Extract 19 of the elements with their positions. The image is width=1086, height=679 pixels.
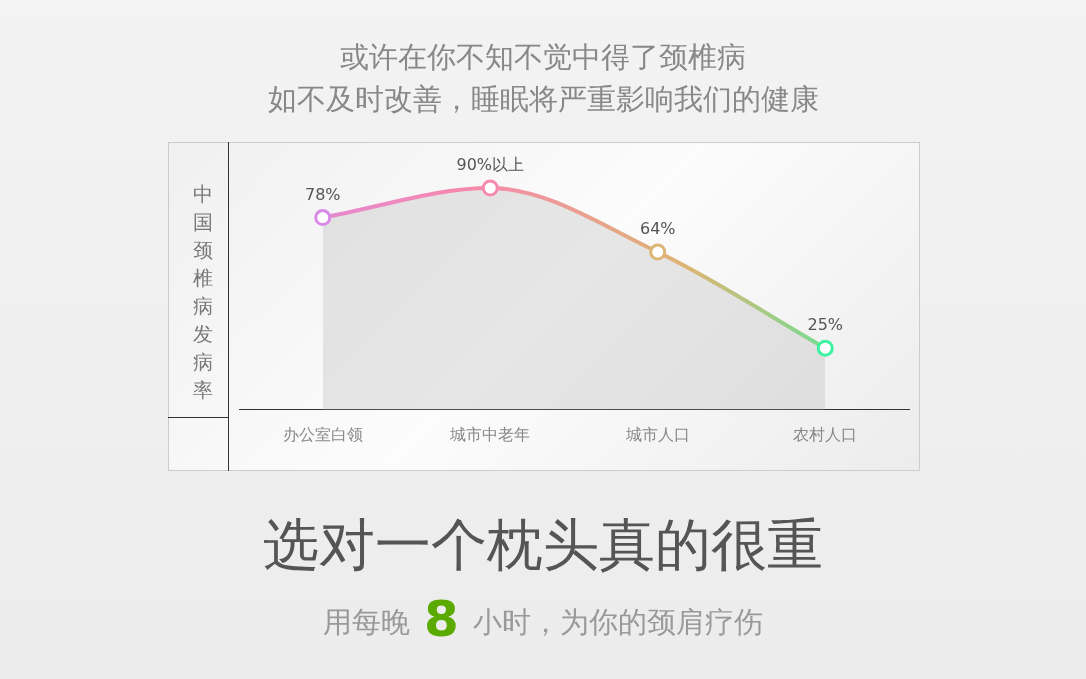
chart-title: 或许在你不知不觉中得了颈椎病 <box>339 39 747 76</box>
data-label: 64% <box>639 219 676 239</box>
y-axis-title: 中国颈椎病发病率 <box>192 181 214 404</box>
x-tick-label: 农村人口 <box>793 424 858 444</box>
text: 8 <box>424 590 459 648</box>
text: 选对一个枕头真的很重 <box>262 511 824 579</box>
point <box>816 339 834 357</box>
text: 用每晚 <box>323 605 411 639</box>
x-tick-label: 城市中老年 <box>449 424 531 444</box>
data-label: 25% <box>807 315 844 335</box>
point <box>649 243 667 261</box>
x-tick-label: 办公室白领 <box>282 424 363 444</box>
chart-subtitle: 如不及时改善，睡眠将严重影响我们的健康 <box>266 81 820 118</box>
data-label: 90%以上 <box>456 155 525 175</box>
point <box>314 209 332 227</box>
x-tick-label: 城市人口 <box>624 424 690 444</box>
data-label: 78% <box>304 184 341 204</box>
text: 小时，为你的颈肩疗伤 <box>472 605 763 639</box>
point <box>481 179 499 197</box>
